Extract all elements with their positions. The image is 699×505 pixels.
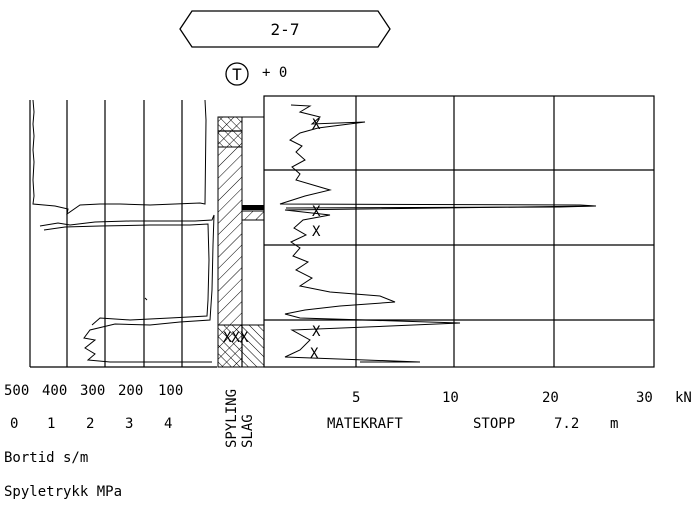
spyletrykk-tick-label: 4 (164, 416, 172, 432)
spyletrykk-tick-label: 2 (86, 416, 94, 432)
matekraft-frame (263, 95, 655, 368)
spyletrykk-tick-label: 1 (47, 416, 55, 432)
bortid-tick-label: 200 (118, 383, 143, 399)
spyletrykk-tick-label: 0 (10, 416, 18, 432)
bortid-tick-label: 300 (80, 383, 105, 399)
spyling-top-block (217, 116, 243, 148)
stopp-value: 7.2 (554, 416, 579, 432)
matekraft-xmark: X (312, 324, 321, 340)
spyletrykk-tick-label: 3 (125, 416, 133, 432)
stopp-unit: m (610, 416, 618, 432)
slag-hatched-band (241, 210, 265, 221)
probe-symbol: T (232, 65, 242, 84)
slag-marker-bar (242, 205, 264, 210)
borehole-id-frame (179, 10, 391, 48)
spyletrykk-tick (144, 297, 148, 301)
matekraft-tick-label: 30 (636, 390, 653, 406)
spyletrykk-trace-inner (43, 223, 210, 326)
stopp-label: STOPP (473, 416, 515, 432)
bortid-trace (32, 99, 207, 216)
matekraft-tick-label: 20 (542, 390, 559, 406)
slag-xmarks: XXX (223, 330, 249, 346)
slag-label: SLAG (240, 414, 256, 448)
spyletrykk-axis-label: Spyletrykk MPa (4, 484, 122, 500)
matekraft-xmark: X (312, 117, 321, 133)
borehole-id: 2-7 (271, 20, 300, 39)
bortid-axis-label: Bortid s/m (4, 450, 88, 466)
matekraft-tick-label: 5 (352, 390, 360, 406)
bortid-panel (29, 99, 217, 368)
matekraft-xmark: X (312, 224, 321, 240)
matekraft-trace (279, 104, 597, 363)
bortid-tick-label: 100 (158, 383, 183, 399)
matekraft-panel: X X X X X (263, 95, 655, 368)
matekraft-spike-inner (285, 205, 597, 209)
matekraft-xmark: X (310, 346, 319, 362)
spyletrykk-trace (39, 214, 215, 363)
matekraft-unit: kN (675, 390, 692, 406)
start-level: + 0 (262, 65, 287, 81)
matekraft-tick-label: 10 (442, 390, 459, 406)
probe-symbol-circle (225, 62, 249, 86)
matekraft-axis-label: MATEKRAFT (327, 416, 403, 432)
bortid-tick-label: 500 (4, 383, 29, 399)
spyling-slag-column: XXX SPYLING SLAG (217, 116, 265, 448)
bortid-tick-label: 400 (42, 383, 67, 399)
matekraft-xmark: X (312, 204, 321, 220)
spyling-label: SPYLING (224, 389, 240, 448)
